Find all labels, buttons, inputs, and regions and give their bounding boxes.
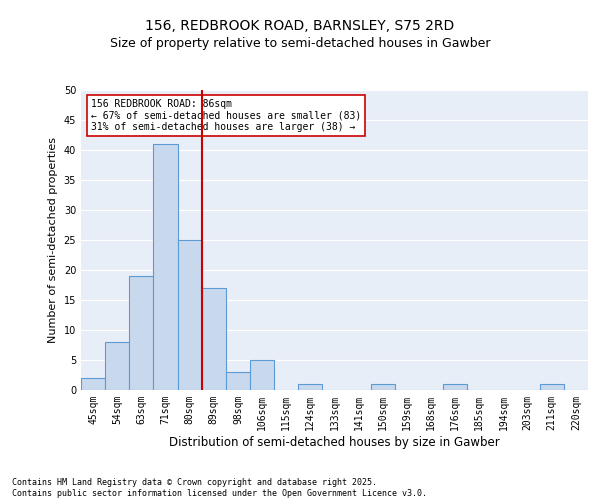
Bar: [202, 288, 226, 390]
Bar: [154, 144, 178, 390]
Bar: [105, 342, 129, 390]
Bar: [178, 240, 202, 390]
Bar: [443, 384, 467, 390]
Bar: [250, 360, 274, 390]
Bar: [81, 378, 105, 390]
Bar: [226, 372, 250, 390]
Bar: [371, 384, 395, 390]
Text: 156, REDBROOK ROAD, BARNSLEY, S75 2RD: 156, REDBROOK ROAD, BARNSLEY, S75 2RD: [145, 18, 455, 32]
Bar: [129, 276, 154, 390]
Bar: [298, 384, 322, 390]
X-axis label: Distribution of semi-detached houses by size in Gawber: Distribution of semi-detached houses by …: [169, 436, 500, 448]
Text: 156 REDBROOK ROAD: 86sqm
← 67% of semi-detached houses are smaller (83)
31% of s: 156 REDBROOK ROAD: 86sqm ← 67% of semi-d…: [91, 99, 361, 132]
Bar: [540, 384, 564, 390]
Y-axis label: Number of semi-detached properties: Number of semi-detached properties: [48, 137, 58, 343]
Text: Contains HM Land Registry data © Crown copyright and database right 2025.
Contai: Contains HM Land Registry data © Crown c…: [12, 478, 427, 498]
Text: Size of property relative to semi-detached houses in Gawber: Size of property relative to semi-detach…: [110, 37, 490, 50]
